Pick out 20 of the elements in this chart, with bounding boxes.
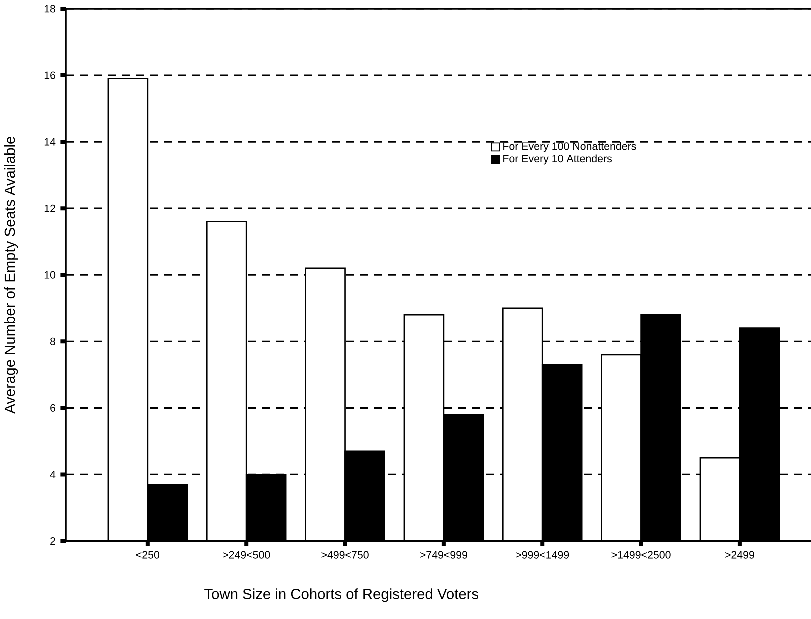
y-tick-label: 8 — [50, 338, 56, 346]
y-axis-title: Average Number of Empty Seats Available — [4, 137, 18, 414]
x-axis-title: Town Size in Cohorts of Registered Voters — [204, 588, 479, 602]
x-tick-label: >499<750 — [322, 551, 369, 559]
legend-label: For Every 10 Attenders — [504, 154, 612, 165]
y-tick-label: 10 — [44, 271, 56, 279]
y-tick-label: 12 — [44, 204, 56, 212]
x-tick-label: <250 — [136, 551, 160, 559]
y-tick-label: 2 — [50, 538, 56, 545]
x-tick-label: >2499 — [725, 551, 754, 559]
x-tick-label: >749<999 — [420, 551, 468, 559]
y-tick-label: 6 — [50, 404, 56, 412]
x-tick-label: >1499<2500 — [612, 551, 671, 559]
y-tick-label: 16 — [44, 72, 56, 80]
legend-label: For Every 100 Nonattenders — [504, 142, 636, 152]
y-tick-label: 14 — [44, 138, 56, 146]
x-tick-label: >999<1499 — [516, 551, 570, 559]
x-tick-label: >249<500 — [223, 551, 270, 559]
y-tick-label: 18 — [44, 5, 56, 13]
y-tick-label: 4 — [50, 471, 56, 478]
